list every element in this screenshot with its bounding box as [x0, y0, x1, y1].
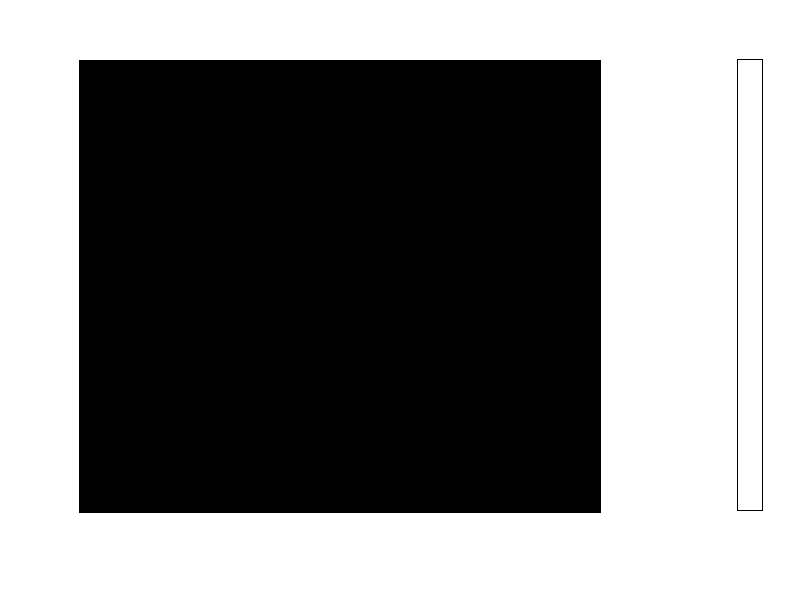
spectrogram-canvas: [80, 61, 600, 512]
colorbar-gradient: [737, 59, 763, 511]
